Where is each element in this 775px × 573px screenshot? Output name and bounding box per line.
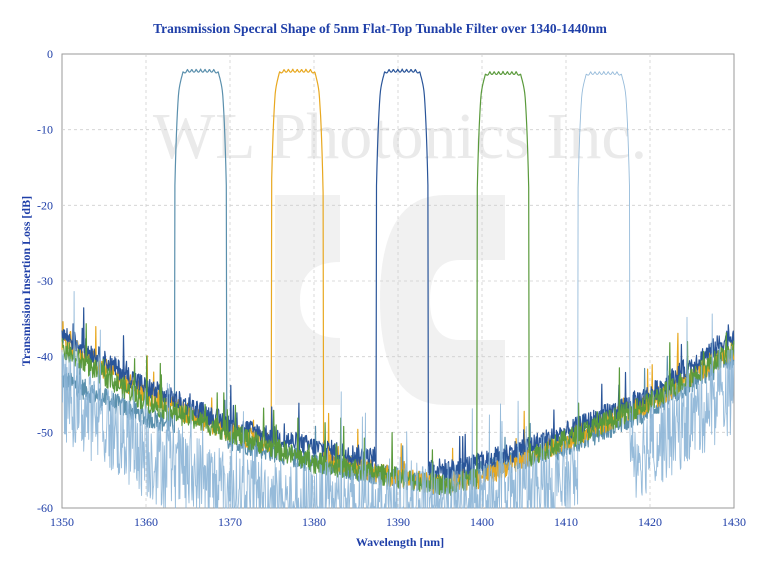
x-axis-ticks: 1350 1360 1370 1380 1390 1400 1410 1420 1430 (50, 515, 746, 529)
x-tick-label: 1420 (638, 515, 662, 529)
series-line-5 (61, 70, 735, 509)
y-axis-label: Transmission Insertion Loss [dB] (19, 196, 33, 366)
x-tick-label: 1410 (554, 515, 578, 529)
y-tick-label: -40 (37, 350, 53, 364)
y-tick-label: -50 (37, 425, 53, 439)
y-tick-label: -10 (37, 123, 53, 137)
y-tick-label: -20 (37, 198, 53, 212)
y-tick-label: 0 (47, 47, 53, 61)
x-tick-label: 1350 (50, 515, 74, 529)
y-tick-label: -60 (37, 501, 53, 515)
chart-title: Transmission Specral Shape of 5nm Flat-T… (153, 21, 607, 36)
series-line-4 (61, 70, 735, 496)
watermark-text: WL Photonics Inc. (153, 100, 647, 173)
series-line-3 (61, 68, 735, 481)
watermark-logo-right (380, 195, 505, 405)
series-group (61, 68, 735, 509)
x-tick-label: 1390 (386, 515, 410, 529)
x-tick-label: 1360 (134, 515, 158, 529)
x-tick-label: 1380 (302, 515, 326, 529)
x-tick-label: 1430 (722, 515, 746, 529)
y-axis-ticks: 0 -10 -20 -30 -40 -50 -60 (37, 47, 53, 515)
y-tick-label: -30 (37, 274, 53, 288)
x-tick-label: 1370 (218, 515, 242, 529)
x-tick-label: 1400 (470, 515, 494, 529)
x-axis-label: Wavelength [nm] (356, 535, 444, 549)
